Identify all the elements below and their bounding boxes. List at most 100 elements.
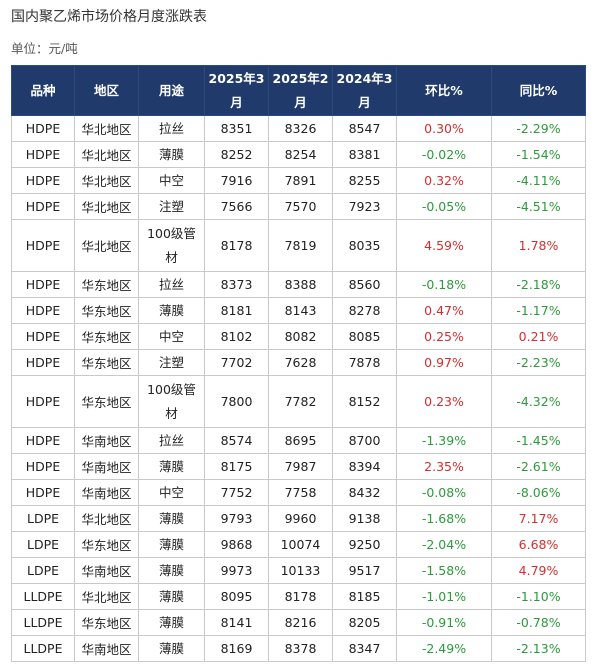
cell-use: 拉丝	[138, 115, 205, 142]
cell-mom: 2.35%	[396, 453, 492, 480]
cell-use: 拉丝	[138, 271, 205, 298]
cell-mom: -1.39%	[396, 427, 492, 454]
cell-price-2025-02: 7987	[268, 453, 333, 480]
table-row: LLDPE 华南地区 薄膜 8169 8378 8347 -2.49% -2.13%	[11, 635, 586, 662]
use-label: 中空	[158, 484, 184, 500]
cell-price-2024-03: 8255	[332, 167, 397, 194]
cell-category: LLDPE	[11, 635, 75, 662]
cell-region: 华南地区	[74, 453, 139, 480]
cell-price-2025-02: 7891	[268, 167, 333, 194]
cell-price-2024-03: 9138	[332, 505, 397, 532]
cell-price-2024-03: 8205	[332, 609, 397, 636]
cell-use: 100级管材	[138, 219, 205, 272]
cell-price-2024-03: 8152	[332, 375, 397, 428]
cell-price-2025-03: 8169	[204, 635, 269, 662]
cell-price-2025-03: 9973	[204, 557, 269, 584]
cell-mom: 0.32%	[396, 167, 492, 194]
cell-region: 华南地区	[74, 479, 139, 506]
header-yoy: 同比%	[491, 65, 586, 116]
use-label: 拉丝	[158, 276, 184, 292]
cell-mom: -0.18%	[396, 271, 492, 298]
cell-category: HDPE	[11, 193, 75, 220]
cell-mom: 0.97%	[396, 349, 492, 376]
price-table: 品种 地区 用途 2025年3月 2025年2月 2024年3月 环比% 同比%…	[11, 65, 586, 662]
cell-price-2025-03: 8178	[204, 219, 269, 272]
cell-price-2025-03: 8095	[204, 583, 269, 610]
cell-yoy: -2.18%	[491, 271, 586, 298]
table-row: LDPE 华南地区 薄膜 9973 10133 9517 -1.58% 4.79%	[11, 557, 586, 584]
use-label: 薄膜	[158, 536, 184, 552]
table-row: LLDPE 华北地区 薄膜 8095 8178 8185 -1.01% -1.10%	[11, 583, 586, 610]
header-mom: 环比%	[396, 65, 492, 116]
cell-yoy: -2.23%	[491, 349, 586, 376]
use-label: 注塑	[158, 354, 184, 370]
cell-price-2025-03: 7702	[204, 349, 269, 376]
header-2025-03: 2025年3月	[204, 65, 269, 116]
cell-mom: 0.23%	[396, 375, 492, 428]
cell-region: 华东地区	[74, 531, 139, 558]
table-row: HDPE 华南地区 中空 7752 7758 8432 -0.08% -8.06%	[11, 479, 586, 506]
cell-yoy: -4.32%	[491, 375, 586, 428]
header-category: 品种	[11, 65, 75, 116]
cell-price-2024-03: 7923	[332, 193, 397, 220]
cell-price-2025-03: 8252	[204, 141, 269, 168]
cell-yoy: -4.51%	[491, 193, 586, 220]
use-label: 中空	[158, 172, 184, 188]
unit-note: 单位：元/吨	[11, 41, 78, 56]
cell-price-2025-02: 8143	[268, 297, 333, 324]
cell-price-2024-03: 8035	[332, 219, 397, 272]
cell-yoy: -2.61%	[491, 453, 586, 480]
cell-use: 薄膜	[138, 557, 205, 584]
table-row: HDPE 华东地区 中空 8102 8082 8085 0.25% 0.21%	[11, 323, 586, 350]
cell-price-2025-02: 8178	[268, 583, 333, 610]
cell-yoy: -1.10%	[491, 583, 586, 610]
cell-category: HDPE	[11, 427, 75, 454]
cell-yoy: -1.54%	[491, 141, 586, 168]
cell-price-2025-02: 10074	[268, 531, 333, 558]
header-2025-02: 2025年2月	[268, 65, 333, 116]
cell-region: 华南地区	[74, 635, 139, 662]
cell-use: 薄膜	[138, 141, 205, 168]
cell-region: 华北地区	[74, 141, 139, 168]
cell-price-2025-03: 8351	[204, 115, 269, 142]
cell-use: 拉丝	[138, 427, 205, 454]
cell-price-2025-03: 9868	[204, 531, 269, 558]
cell-price-2025-02: 8254	[268, 141, 333, 168]
cell-price-2024-03: 8085	[332, 323, 397, 350]
cell-yoy: -4.11%	[491, 167, 586, 194]
cell-price-2025-03: 8102	[204, 323, 269, 350]
cell-use: 薄膜	[138, 297, 205, 324]
cell-price-2024-03: 8700	[332, 427, 397, 454]
cell-category: HDPE	[11, 323, 75, 350]
cell-mom: -2.04%	[396, 531, 492, 558]
cell-price-2025-02: 7628	[268, 349, 333, 376]
cell-price-2024-03: 8432	[332, 479, 397, 506]
use-label: 薄膜	[158, 510, 184, 526]
cell-use: 注塑	[138, 193, 205, 220]
page-title: 国内聚乙烯市场价格月度涨跌表	[11, 9, 207, 25]
cell-yoy: -1.45%	[491, 427, 586, 454]
cell-region: 华北地区	[74, 583, 139, 610]
cell-yoy: -1.17%	[491, 297, 586, 324]
cell-price-2025-02: 8082	[268, 323, 333, 350]
cell-region: 华北地区	[74, 505, 139, 532]
cell-region: 华东地区	[74, 609, 139, 636]
table-row: HDPE 华南地区 薄膜 8175 7987 8394 2.35% -2.61%	[11, 453, 586, 480]
cell-price-2024-03: 7878	[332, 349, 397, 376]
cell-yoy: 4.79%	[491, 557, 586, 584]
table-row: HDPE 华北地区 100级管材 8178 7819 8035 4.59% 1.78%	[11, 219, 586, 272]
cell-price-2025-03: 8373	[204, 271, 269, 298]
header-use: 用途	[138, 65, 205, 116]
cell-region: 华东地区	[74, 297, 139, 324]
table-row: HDPE 华南地区 拉丝 8574 8695 8700 -1.39% -1.45%	[11, 427, 586, 454]
use-label: 薄膜	[158, 562, 184, 578]
cell-category: HDPE	[11, 297, 75, 324]
table-row: HDPE 华东地区 拉丝 8373 8388 8560 -0.18% -2.18%	[11, 271, 586, 298]
cell-use: 薄膜	[138, 505, 205, 532]
cell-category: HDPE	[11, 141, 75, 168]
cell-region: 华南地区	[74, 557, 139, 584]
cell-yoy: 0.21%	[491, 323, 586, 350]
table-header-row: 品种 地区 用途 2025年3月 2025年2月 2024年3月 环比% 同比%	[11, 65, 586, 116]
cell-use: 100级管材	[138, 375, 205, 428]
cell-price-2025-02: 10133	[268, 557, 333, 584]
